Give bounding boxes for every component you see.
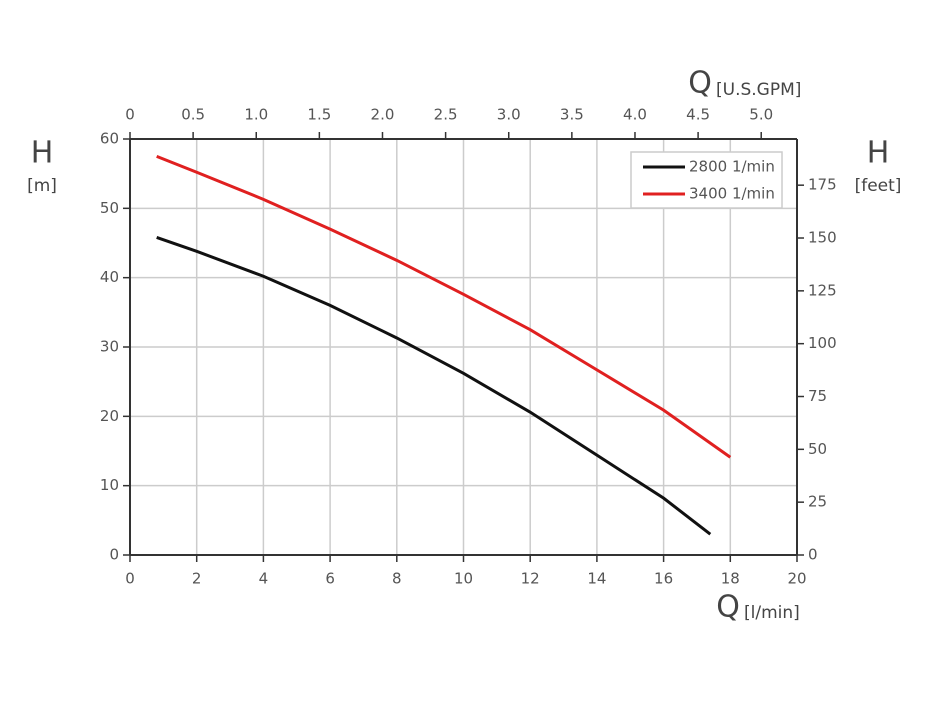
x2-tick-label: 3.0: [497, 106, 521, 124]
x2-tick-label: 4.5: [686, 106, 710, 124]
x-axis-symbol: Q: [716, 590, 740, 625]
x2-tick-label: 4.0: [623, 106, 647, 124]
y-tick-label: 40: [100, 268, 119, 286]
x2-tick-label: 3.5: [560, 106, 584, 124]
y2-tick-label: 100: [808, 334, 837, 352]
y2-axis-symbol: H: [867, 136, 890, 171]
x2-axis-symbol: Q: [688, 66, 712, 101]
x2-tick-label: 1.0: [244, 106, 268, 124]
series-line: [156, 154, 732, 459]
x2-tick-label: 1.5: [307, 106, 331, 124]
legend-label: 3400 1/min: [689, 185, 775, 203]
x2-tick-label: 2.5: [434, 106, 458, 124]
x-tick-label: 12: [521, 570, 540, 588]
y-tick-label: 30: [100, 338, 119, 356]
x2-tick-label: 5.0: [749, 106, 773, 124]
y-tick-label: 60: [100, 130, 119, 148]
x2-tick-label: 2.0: [371, 106, 395, 124]
y2-tick-label: 150: [808, 229, 837, 247]
x-tick-label: 8: [392, 570, 402, 588]
y-tick-label: 20: [100, 407, 119, 425]
legend-label: 2800 1/min: [689, 158, 775, 176]
y-axis-unit: [m]: [27, 176, 57, 196]
x-tick-label: 16: [654, 570, 673, 588]
y-tick-label: 10: [100, 476, 119, 494]
y2-tick-label: 50: [808, 440, 827, 458]
x-tick-label: 4: [259, 570, 269, 588]
x2-tick-label: 0.5: [181, 106, 205, 124]
x2-tick-label: 0: [125, 106, 135, 124]
y2-tick-label: 25: [808, 493, 827, 511]
x2-axis-unit: [U.S.GPM]: [716, 80, 801, 100]
legend-box: [630, 151, 783, 209]
y2-tick-label: 0: [808, 546, 818, 564]
y2-tick-label: 125: [808, 281, 837, 299]
y-tick-label: 50: [100, 199, 119, 217]
y-tick-label: 0: [109, 546, 119, 564]
y2-tick-label: 175: [808, 176, 837, 194]
x-tick-label: 18: [721, 570, 740, 588]
x-tick-label: 14: [587, 570, 606, 588]
y2-axis-unit: [feet]: [855, 176, 902, 196]
series-line: [156, 236, 712, 536]
x-tick-label: 0: [125, 570, 135, 588]
x-tick-label: 10: [454, 570, 473, 588]
y-axis-symbol: H: [31, 136, 54, 171]
y2-tick-label: 75: [808, 387, 827, 405]
x-tick-label: 20: [787, 570, 806, 588]
x-tick-label: 6: [325, 570, 335, 588]
x-axis-unit: [l/min]: [744, 603, 800, 623]
x-tick-label: 2: [192, 570, 202, 588]
